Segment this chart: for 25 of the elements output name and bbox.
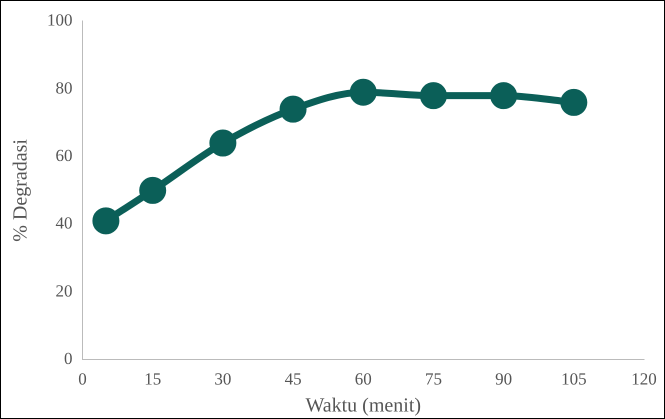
- x-tick-label: 0: [78, 369, 87, 388]
- point: [490, 82, 518, 110]
- point: [420, 82, 447, 110]
- x-tick-label: 105: [561, 369, 587, 388]
- y-tick-label: 60: [56, 146, 72, 166]
- x-tick-label: 45: [284, 369, 302, 388]
- x-tick-label: 90: [495, 369, 512, 388]
- y-tick-label: 40: [56, 214, 72, 233]
- y-axis-title: % Degradasi: [9, 138, 32, 242]
- point: [209, 130, 236, 157]
- x-tick-label: 75: [424, 369, 442, 388]
- y-tick-label: 20: [56, 281, 72, 300]
- point: [92, 207, 120, 234]
- x-axis-title: Waktu (menit): [305, 394, 422, 416]
- point: [560, 88, 588, 116]
- x-tick-label: 120: [631, 369, 657, 388]
- y-tick-label: 80: [56, 78, 72, 98]
- point: [280, 96, 307, 123]
- y-tick-label: 100: [47, 10, 72, 30]
- point: [139, 176, 166, 204]
- point: [350, 78, 377, 106]
- y-tick-label: 0: [64, 349, 72, 368]
- x-tick-label: 30: [214, 369, 232, 388]
- x-tick-label: 15: [144, 369, 162, 388]
- x-tick-label: 60: [354, 369, 372, 388]
